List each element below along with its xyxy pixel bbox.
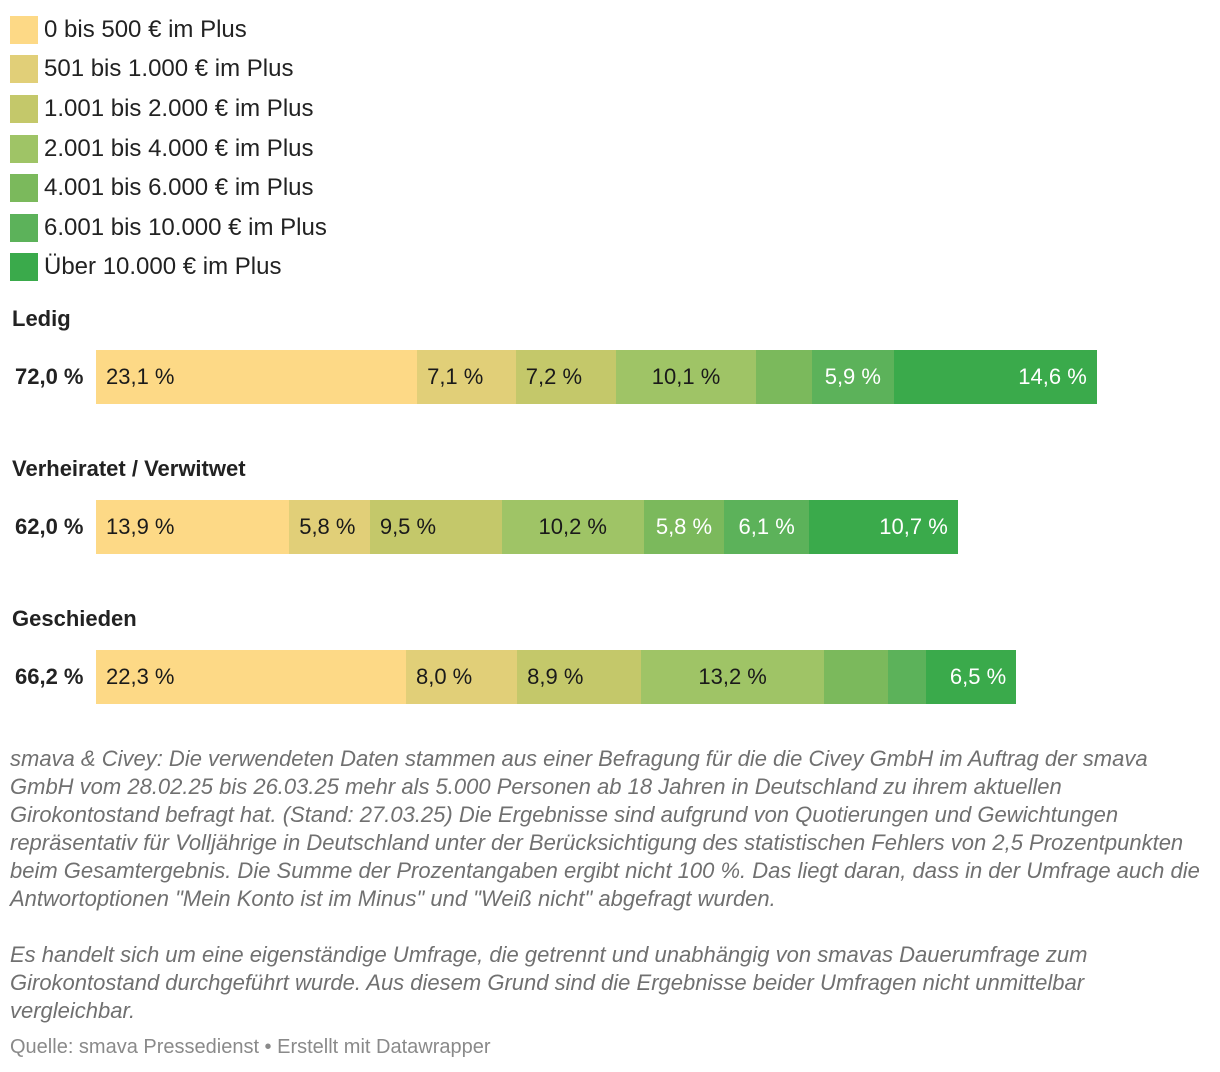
bar-value-label: 23,1 % <box>106 364 175 389</box>
bar-value-label: 13,9 % <box>106 514 175 539</box>
legend-swatch <box>10 213 38 242</box>
bar-value-label: 22,3 % <box>106 664 175 689</box>
source-line: Quelle: smava Pressedienst • Erstellt mi… <box>10 1036 491 1058</box>
legend-swatch <box>10 174 38 203</box>
legend-item: 6.001 bis 10.000 € im Plus <box>10 208 327 248</box>
bar-value-label: 9,5 % <box>379 514 437 539</box>
group-title: Geschieden <box>12 606 137 631</box>
bar-segment: 23,1 % <box>96 350 418 404</box>
bar-segment: 5,8 % <box>643 500 725 554</box>
stacked-bar: 22,3 % 8,0 % 8,9 % 13,2 % 6,5 % <box>96 650 1017 704</box>
bar-value-label: 10,7 % <box>879 514 948 539</box>
legend-swatch <box>10 15 38 44</box>
bar-segment <box>888 650 926 704</box>
bar-segment: 8,9 % <box>517 650 641 704</box>
bar-value-label: 14,6 % <box>1018 364 1087 389</box>
bar-value-label: 6,5 % <box>949 664 1007 689</box>
bar-value-label: 10,2 % <box>538 514 608 539</box>
legend-item: 1.001 bis 2.000 € im Plus <box>10 89 327 129</box>
group-title: Ledig <box>12 306 71 331</box>
legend-label: 2.001 bis 4.000 € im Plus <box>44 134 314 162</box>
legend-label: 0 bis 500 € im Plus <box>44 15 247 43</box>
bar-segment: 14,6 % <box>893 350 1097 404</box>
bar-segment: 22,3 % <box>96 650 406 704</box>
stacked-bar: 13,9 % 5,8 % 9,5 % 10,2 % 5,8 % 6,1 % 10,7 % <box>96 500 958 554</box>
bar-segment: 10,1 % <box>615 350 757 404</box>
bar-value-label: 5,9 % <box>824 364 881 389</box>
bar-segment: 7,2 % <box>515 350 616 404</box>
legend-label: Über 10.000 € im Plus <box>44 253 282 281</box>
legend-item: 501 bis 1.000 € im Plus <box>10 50 327 90</box>
bar-segment <box>756 350 812 404</box>
group-title: Verheiratet / Verwitwet <box>12 456 246 481</box>
bar-value-label: 8,0 % <box>415 664 473 689</box>
bar-value-label: 5,8 % <box>299 514 356 539</box>
notes-paragraph: smava & Civey: Die verwendeten Daten sta… <box>10 746 1200 911</box>
group-total: 66,2 % <box>15 664 84 689</box>
legend-swatch <box>10 55 38 84</box>
legend-label: 4.001 bis 6.000 € im Plus <box>44 174 314 202</box>
bar-segment: 10,2 % <box>501 500 644 554</box>
legend-swatch <box>10 134 38 163</box>
bar-value-label: 10,1 % <box>651 364 721 389</box>
bar-value-label: 5,8 % <box>655 514 713 539</box>
group-total: 62,0 % <box>15 514 84 539</box>
bar-value-label: 7,2 % <box>525 364 583 389</box>
legend-swatch <box>10 253 38 282</box>
notes-paragraph: Es handelt sich um eine eigenständige Um… <box>10 942 1088 1023</box>
chart-notes: smava & Civey: Die verwendeten Daten sta… <box>10 745 1215 1025</box>
legend-item: 4.001 bis 6.000 € im Plus <box>10 168 327 208</box>
bar-segment: 8,0 % <box>405 650 518 704</box>
chart-legend: 0 bis 500 € im Plus 501 bis 1.000 € im P… <box>10 10 327 287</box>
bar-segment: 13,2 % <box>640 650 825 704</box>
legend-item: Über 10.000 € im Plus <box>10 248 327 288</box>
bar-segment: 5,8 % <box>289 500 370 554</box>
bar-segment <box>824 650 889 704</box>
bar-segment: 5,9 % <box>811 350 894 404</box>
stacked-bar: 23,1 % 7,1 % 7,2 % 10,1 % 5,9 % 14,6 % <box>96 350 1097 404</box>
legend-swatch <box>10 94 38 123</box>
group-total: 72,0 % <box>15 364 84 389</box>
bar-segment: 7,1 % <box>417 350 516 404</box>
bar-value-label: 13,2 % <box>698 664 767 689</box>
bar-segment: 6,1 % <box>724 500 810 554</box>
bar-value-label: 6,1 % <box>738 514 795 539</box>
bar-segment: 10,7 % <box>809 500 958 554</box>
legend-item: 2.001 bis 4.000 € im Plus <box>10 129 327 169</box>
legend-label: 501 bis 1.000 € im Plus <box>44 55 294 83</box>
legend-item: 0 bis 500 € im Plus <box>10 10 327 50</box>
bar-segment: 6,5 % <box>925 650 1017 704</box>
bar-segment: 13,9 % <box>96 500 290 554</box>
bar-segment: 9,5 % <box>369 500 502 554</box>
bar-value-label: 7,1 % <box>427 364 484 389</box>
legend-label: 6.001 bis 10.000 € im Plus <box>44 213 327 241</box>
bar-value-label: 8,9 % <box>527 664 584 689</box>
legend-label: 1.001 bis 2.000 € im Plus <box>44 94 314 122</box>
